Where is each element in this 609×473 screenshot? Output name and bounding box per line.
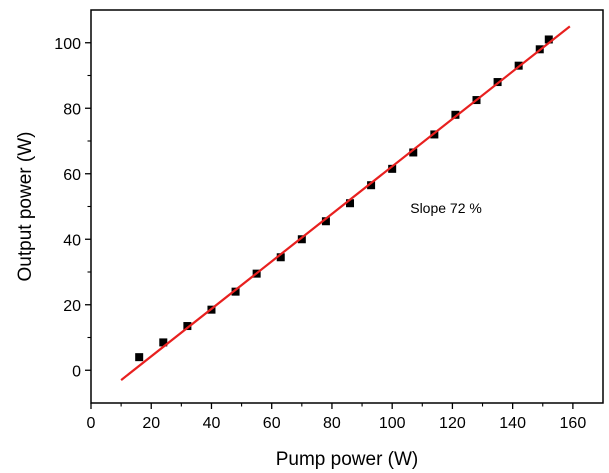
y-tick-label: 40 <box>63 232 81 249</box>
x-tick-label: 140 <box>499 415 526 432</box>
data-point <box>231 287 240 296</box>
y-tick-label: 0 <box>72 363 81 380</box>
data-point <box>346 199 355 208</box>
y-tick-label: 60 <box>63 167 81 184</box>
x-tick-label: 160 <box>560 415 587 432</box>
y-tick-label: 20 <box>63 298 81 315</box>
y-tick-label: 80 <box>63 101 81 118</box>
slope-annotation: Slope 72 % <box>410 200 482 216</box>
y-axis-ticks: 0 20 40 60 80 100 <box>54 36 91 380</box>
x-tick-label: 20 <box>142 415 160 432</box>
data-point <box>409 148 418 157</box>
annotations: Slope 72 % <box>410 200 482 216</box>
x-axis-title: Pump power (W) <box>276 449 419 470</box>
data-point <box>183 322 192 331</box>
data-point <box>367 181 376 190</box>
x-tick-label: 120 <box>439 415 466 432</box>
data-point <box>276 253 285 262</box>
data-point <box>544 35 553 44</box>
plot-content <box>120 25 571 381</box>
x-tick-label: 60 <box>263 415 281 432</box>
data-point <box>321 217 330 226</box>
data-point <box>135 353 144 362</box>
data-point <box>159 338 168 347</box>
x-tick-label: 40 <box>203 415 221 432</box>
fit-line <box>120 25 571 381</box>
x-tick-label: 80 <box>323 415 341 432</box>
data-point <box>388 164 397 173</box>
y-tick-label: 100 <box>54 36 81 53</box>
data-point <box>297 235 306 244</box>
data-point <box>451 110 460 119</box>
x-tick-label: 0 <box>87 415 96 432</box>
plot-frame <box>90 9 604 404</box>
y-axis-title: Output power (W) <box>15 132 36 282</box>
x-axis-ticks: 0 20 40 60 80 100 120 140 160 <box>87 403 587 432</box>
x-tick-label: 100 <box>379 415 406 432</box>
